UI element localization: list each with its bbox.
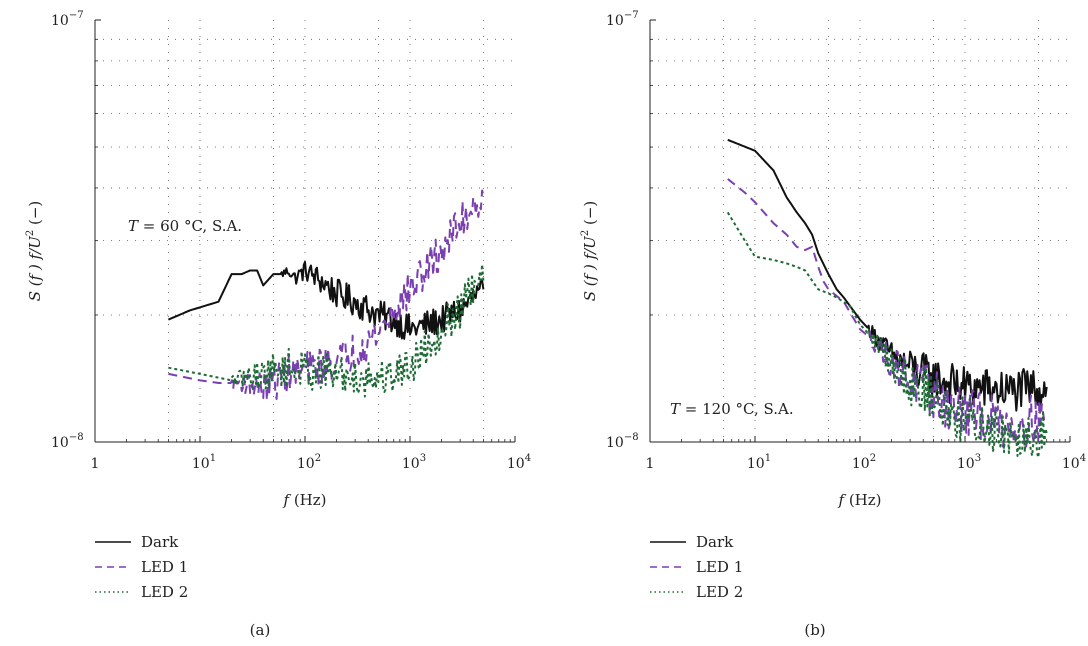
- y-tick-exponent: −7: [624, 10, 639, 21]
- x-tick-label: 102: [297, 453, 321, 472]
- series-line-led-1: [168, 189, 485, 402]
- x-tick-label: 1: [646, 456, 655, 472]
- x-tick-label: 101: [192, 453, 216, 472]
- y-tick-base: 10: [51, 435, 69, 451]
- x-tick-base: 10: [957, 456, 975, 472]
- series-line-led-2: [168, 263, 485, 398]
- x-tick-base: 10: [192, 456, 210, 472]
- y-axis-main: S (f ) f/U: [26, 235, 44, 301]
- x-tick-base: 10: [507, 456, 525, 472]
- y-tick-label: 10−8: [51, 432, 84, 451]
- x-tick-base: 10: [852, 456, 870, 472]
- x-axis-symbol: f: [837, 491, 846, 509]
- legend-label: LED 2: [141, 583, 188, 601]
- x-tick-exponent: 2: [315, 453, 321, 464]
- annotation-text: = 120 °C, S.A.: [680, 400, 794, 418]
- y-tick-exponent: −8: [69, 432, 84, 443]
- x-tick-base: 10: [402, 456, 420, 472]
- annotation: T = 120 °C, S.A.: [670, 400, 794, 418]
- y-axis-tail: (−): [581, 201, 599, 230]
- y-axis-label: S (f ) f/U2 (−): [580, 201, 599, 302]
- annotation-text: = 60 °C, S.A.: [138, 217, 242, 235]
- x-tick-label: 104: [1062, 453, 1086, 472]
- y-tick-exponent: −8: [624, 432, 639, 443]
- x-tick-exponent: 4: [1080, 453, 1086, 464]
- y-tick-label: 10−7: [51, 10, 84, 29]
- x-tick-exponent: 3: [975, 453, 981, 464]
- x-tick-base: 10: [297, 456, 315, 472]
- annotation: T = 60 °C, S.A.: [128, 217, 242, 235]
- x-axis-label: f (Hz): [837, 491, 881, 509]
- y-tick-base: 10: [51, 13, 69, 29]
- x-tick-label: 101: [747, 453, 771, 472]
- legend: Dark LED 1 LED 2: [95, 533, 188, 601]
- x-tick-label: 1: [91, 456, 100, 472]
- x-axis-symbol: f: [282, 491, 291, 509]
- legend-label: LED 1: [696, 558, 743, 576]
- x-tick-base: 1: [646, 456, 655, 472]
- panel-label: (a): [250, 621, 271, 639]
- y-tick-base: 10: [606, 13, 624, 29]
- x-tick-base: 10: [747, 456, 765, 472]
- x-tick-label: 103: [402, 453, 426, 472]
- annotation-symbol: T: [670, 400, 681, 418]
- x-tick-label: 104: [507, 453, 531, 472]
- series-line-dark: [727, 138, 1048, 412]
- y-tick-base: 10: [606, 435, 624, 451]
- y-axis-tail: (−): [26, 201, 44, 230]
- x-tick-label: 102: [852, 453, 876, 472]
- x-tick-exponent: 1: [765, 453, 771, 464]
- x-axis-unit: (Hz): [844, 491, 881, 509]
- x-tick-exponent: 4: [525, 453, 531, 464]
- x-tick-base: 1: [91, 456, 100, 472]
- series-line-led-2: [726, 211, 1048, 459]
- y-axis-label: S (f ) f/U2 (−): [25, 201, 44, 302]
- legend-label: LED 2: [696, 583, 743, 601]
- x-tick-base: 10: [1062, 456, 1080, 472]
- legend-label: LED 1: [141, 558, 188, 576]
- y-tick-label: 10−7: [606, 10, 639, 29]
- series-line-dark: [167, 260, 485, 340]
- y-tick-label: 10−8: [606, 432, 639, 451]
- x-axis-label: f (Hz): [282, 491, 326, 509]
- legend: Dark LED 1 LED 2: [650, 533, 743, 601]
- y-axis-power: 2: [25, 230, 36, 236]
- x-tick-exponent: 2: [870, 453, 876, 464]
- annotation-symbol: T: [128, 217, 139, 235]
- y-tick-exponent: −7: [69, 10, 84, 21]
- panel-label: (b): [804, 621, 825, 639]
- y-axis-power: 2: [580, 230, 591, 236]
- y-axis-main: S (f ) f/U: [581, 235, 599, 301]
- x-axis-unit: (Hz): [289, 491, 326, 509]
- x-tick-exponent: 1: [210, 453, 216, 464]
- legend-label: Dark: [696, 533, 734, 551]
- legend-label: Dark: [141, 533, 179, 551]
- x-tick-exponent: 3: [420, 453, 426, 464]
- series-line-led-1: [727, 178, 1048, 449]
- x-tick-label: 103: [957, 453, 981, 472]
